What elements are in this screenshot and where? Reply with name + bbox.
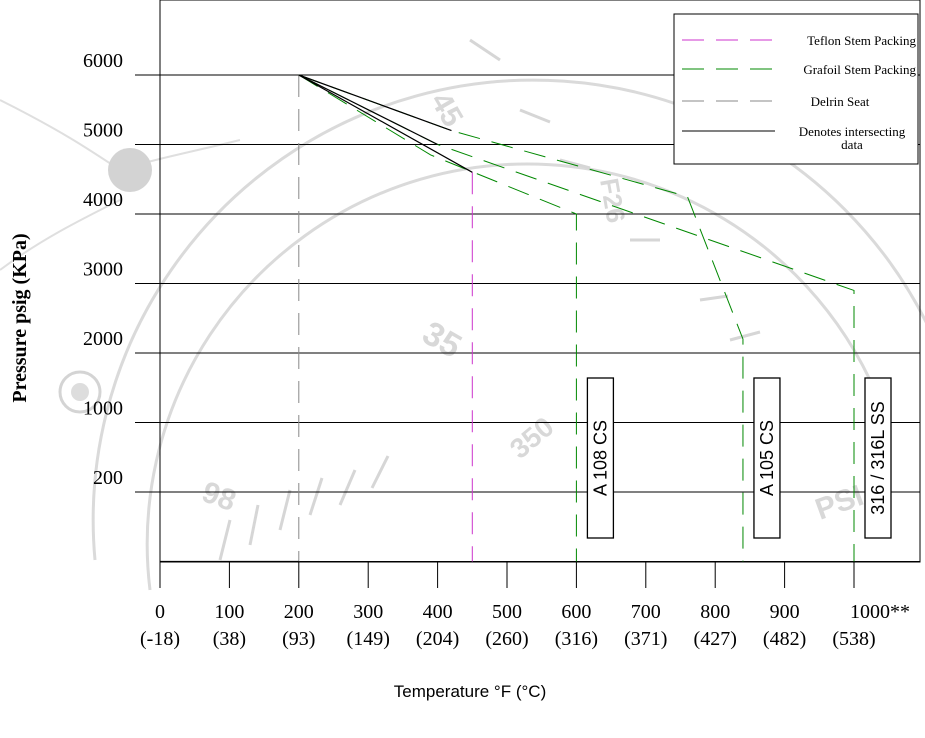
- x-tick-sublabel: (93): [282, 628, 315, 650]
- x-tick-label: 200: [284, 601, 314, 623]
- series-line: [298, 74, 452, 132]
- series-line: [298, 74, 577, 562]
- material-label-box: [753, 377, 781, 539]
- x-tick-label: 800: [700, 601, 730, 623]
- legend-label: Delrin Seat: [811, 94, 870, 109]
- y-tick-label: 4000: [83, 189, 123, 211]
- x-tick-sublabel: (371): [624, 628, 667, 650]
- material-labels: A 108 CS A 105 CS 316 / 316L SS: [586, 377, 892, 539]
- x-tick-sublabel: (38): [213, 628, 246, 650]
- x-tick-sublabel: (427): [694, 628, 737, 650]
- x-tick-sublabel: (149): [347, 628, 390, 650]
- y-tick-label: 200: [93, 467, 123, 489]
- x-tick-sublabel: (260): [485, 628, 528, 650]
- x-tick-label: 600: [561, 601, 591, 623]
- x-tick-sublabel: (538): [832, 628, 875, 650]
- y-tick-labels: 6000 5000 4000 3000 2000 1000 200: [83, 50, 123, 489]
- material-label-text: A 105 CS: [757, 420, 777, 496]
- material-label-box: [864, 377, 892, 539]
- x-tick-label: 500: [492, 601, 522, 623]
- x-tick-sublabel: (316): [555, 628, 598, 650]
- legend-label: Denotes intersecting data: [799, 124, 906, 152]
- series-lines: [160, 74, 855, 563]
- legend-label: Grafoil Stem Packing: [803, 62, 916, 77]
- material-label: 316 / 316L SS: [864, 377, 892, 539]
- x-tick-label: 700: [631, 601, 661, 623]
- legend-box: [673, 13, 919, 165]
- x-tick-sublabel: (482): [763, 628, 806, 650]
- x-tick-label: 300: [353, 601, 383, 623]
- series-line: [298, 74, 473, 173]
- material-label-text: A 108 CS: [590, 420, 610, 496]
- y-tick-label: 5000: [83, 120, 123, 142]
- x-tick-sublabel: (-18): [140, 628, 180, 650]
- material-label-text: 316 / 316L SS: [868, 401, 888, 514]
- y-tick-label: 6000: [83, 50, 123, 72]
- x-tick-sublabel: (204): [416, 628, 459, 650]
- y-tick-label: 2000: [83, 328, 123, 350]
- x-tick-label: 400: [423, 601, 453, 623]
- legend-label: Teflon Stem Packing: [807, 33, 916, 48]
- x-axis-label: Temperature °F (°C): [394, 682, 546, 701]
- y-tick-label: 3000: [83, 259, 123, 281]
- legend: Teflon Stem Packing Grafoil Stem Packing D…: [673, 13, 919, 165]
- x-tick-label: 100: [214, 601, 244, 623]
- x-ticks: 0 (-18) 100 (38) 200 (93) 300 (149) 400 (204) 500 (…: [140, 562, 910, 650]
- y-axis-label: Pressure psig (KPa): [9, 233, 31, 402]
- material-label: A 108 CS: [586, 377, 615, 539]
- x-tick-label: 0: [155, 601, 165, 623]
- material-label-box: [586, 377, 615, 539]
- series-line: [298, 74, 438, 146]
- x-tick-label: 1000**: [850, 601, 910, 623]
- x-tick-label: 900: [770, 601, 800, 623]
- material-label: A 105 CS: [753, 377, 781, 539]
- y-tick-label: 1000: [83, 398, 123, 420]
